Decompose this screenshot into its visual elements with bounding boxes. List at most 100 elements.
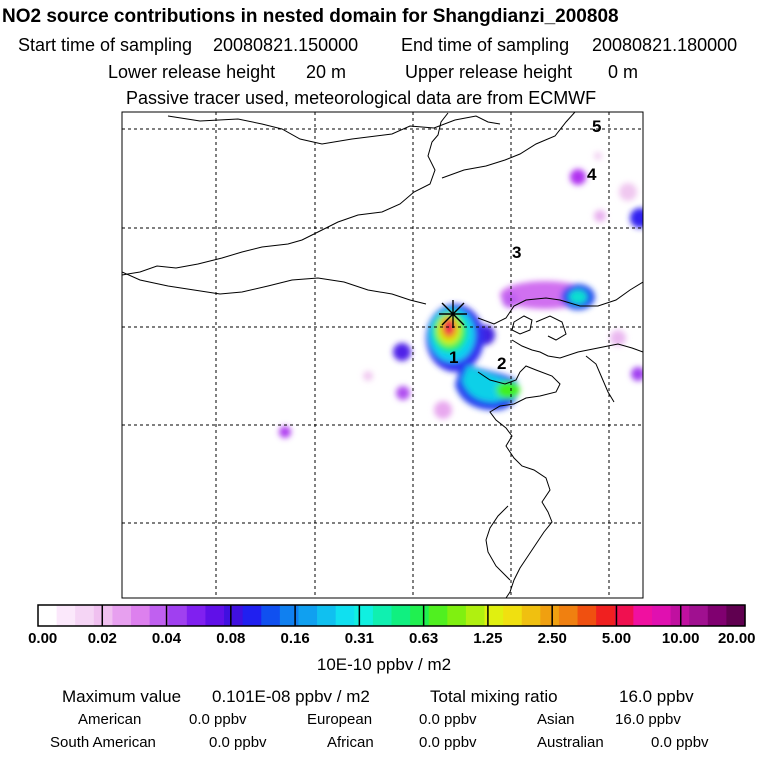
plume-cell bbox=[363, 371, 373, 381]
max-value-label: Maximum value bbox=[62, 687, 182, 706]
plot-frame bbox=[121, 111, 644, 599]
region-european-value: 0.0 ppbv bbox=[419, 711, 477, 728]
colorbar-cell bbox=[261, 605, 281, 626]
colorbar-cell bbox=[596, 605, 616, 626]
trajectory-marker-5: 5 bbox=[592, 117, 601, 136]
region-south-american-label: South American bbox=[50, 734, 156, 751]
region-american-value: 0.0 ppbv bbox=[189, 711, 247, 728]
region-american-label: American bbox=[78, 711, 142, 728]
colorbar-cell bbox=[614, 605, 634, 626]
plot-background bbox=[122, 112, 643, 598]
colorbar-tick-label: 1.25 bbox=[473, 630, 503, 647]
colorbar-cell bbox=[93, 605, 114, 626]
region-european-label: European bbox=[307, 711, 373, 728]
colorbar-cell bbox=[298, 605, 318, 626]
coastline bbox=[511, 315, 533, 335]
total-mixing-value: 16.0 ppbv bbox=[619, 687, 694, 706]
colorbar-cell bbox=[149, 605, 169, 626]
map-grid bbox=[122, 112, 643, 598]
colorbar-cell bbox=[633, 605, 653, 626]
colorbar-cell bbox=[75, 605, 95, 626]
colorbar-cell bbox=[335, 605, 355, 626]
colorbar bbox=[38, 605, 746, 626]
plot-area: 1 2 3 4 5 bbox=[122, 112, 643, 598]
colorbar-cell bbox=[131, 605, 151, 626]
coastline bbox=[535, 315, 567, 341]
colorbar-cell bbox=[168, 605, 188, 626]
colorbar-ticks bbox=[101, 605, 682, 626]
colorbar-cell bbox=[279, 605, 300, 626]
total-mixing-label: Total mixing ratio bbox=[430, 687, 558, 706]
region-australian-value: 0.0 ppbv bbox=[651, 734, 709, 751]
colorbar-tick-label: 0.02 bbox=[87, 630, 117, 647]
plume-cell bbox=[594, 152, 602, 160]
coastline bbox=[477, 365, 561, 598]
colorbar-tick-label: 0.63 bbox=[408, 630, 439, 647]
coastline bbox=[511, 339, 643, 359]
source-map: 1 2 3 4 5 bbox=[37, 111, 746, 627]
start-time-value: 20080821.150000 bbox=[213, 35, 359, 55]
colorbar-cell bbox=[465, 605, 486, 626]
plume-cell bbox=[570, 169, 586, 185]
lower-height-label: Lower release height bbox=[108, 62, 276, 82]
region-african-label: African bbox=[327, 734, 374, 751]
lower-height-value: 20 m bbox=[306, 62, 347, 82]
colorbar-cell bbox=[242, 605, 262, 626]
trajectory-markers: 1 2 3 4 5 bbox=[449, 117, 601, 373]
plume-cell bbox=[631, 367, 643, 381]
end-time-value: 20080821.180000 bbox=[592, 35, 738, 55]
colorbar-tick-label: 0.31 bbox=[344, 630, 374, 647]
colorbar-frame bbox=[37, 604, 746, 627]
map-outlines bbox=[122, 112, 643, 598]
colorbar-cell bbox=[372, 605, 393, 626]
plume-cell bbox=[496, 381, 520, 399]
colorbar-tick-label: 2.50 bbox=[537, 630, 567, 647]
colorbar-tick-label: 20.00 bbox=[717, 630, 756, 647]
colorbar-cell bbox=[707, 605, 727, 626]
colorbar-cell bbox=[651, 605, 672, 626]
colorbar-cell bbox=[205, 605, 225, 626]
colorbar-tick-label: 0.08 bbox=[216, 630, 246, 647]
colorbar-cell bbox=[317, 605, 337, 626]
plume-cell bbox=[594, 210, 606, 222]
colorbar-tick-label: 10.00 bbox=[661, 630, 700, 647]
region-asian-value: 16.0 ppbv bbox=[615, 711, 681, 728]
colorbar-cell bbox=[540, 605, 560, 626]
region-african-value: 0.0 ppbv bbox=[419, 734, 477, 751]
coastline bbox=[585, 355, 615, 403]
end-time-label: End time of sampling bbox=[401, 35, 570, 55]
upper-height-label: Upper release height bbox=[405, 62, 573, 82]
plume-cell bbox=[569, 290, 587, 304]
colorbar-cell bbox=[410, 605, 430, 626]
border-line bbox=[122, 271, 427, 305]
colorbar-cell bbox=[112, 605, 132, 626]
trajectory-marker-3: 3 bbox=[512, 243, 521, 262]
colorbar-cell bbox=[186, 605, 207, 626]
start-time-label: Start time of sampling bbox=[18, 35, 193, 55]
colorbar-cell bbox=[224, 605, 244, 626]
max-value: 0.101E-08 ppbv / m2 bbox=[212, 687, 370, 706]
tracer-note: Passive tracer used, meteorological data… bbox=[126, 88, 597, 108]
colorbar-cell bbox=[38, 605, 58, 626]
receptor-star-icon bbox=[439, 300, 467, 328]
plume-cell bbox=[279, 426, 291, 438]
colorbar-cell bbox=[577, 605, 597, 626]
colorbar-cell bbox=[391, 605, 411, 626]
colorbar-cell bbox=[521, 605, 541, 626]
colorbar-tick-label: 5.00 bbox=[601, 630, 632, 647]
colorbar-cell bbox=[726, 605, 746, 626]
chart-title: NO2 source contributions in nested domai… bbox=[2, 6, 619, 27]
border-line bbox=[167, 115, 501, 145]
border-line bbox=[485, 505, 511, 581]
colorbar-cell bbox=[558, 605, 579, 626]
trajectory-marker-2: 2 bbox=[497, 354, 506, 373]
region-australian-label: Australian bbox=[537, 734, 604, 751]
colorbar-cell bbox=[689, 605, 709, 626]
colorbar-cell bbox=[428, 605, 448, 626]
plume-cell bbox=[619, 183, 637, 201]
plume-cell bbox=[630, 208, 643, 228]
plume-cell bbox=[396, 386, 410, 400]
border-line bbox=[122, 112, 449, 276]
border-line bbox=[441, 112, 576, 179]
upper-height-value: 0 m bbox=[608, 62, 639, 82]
